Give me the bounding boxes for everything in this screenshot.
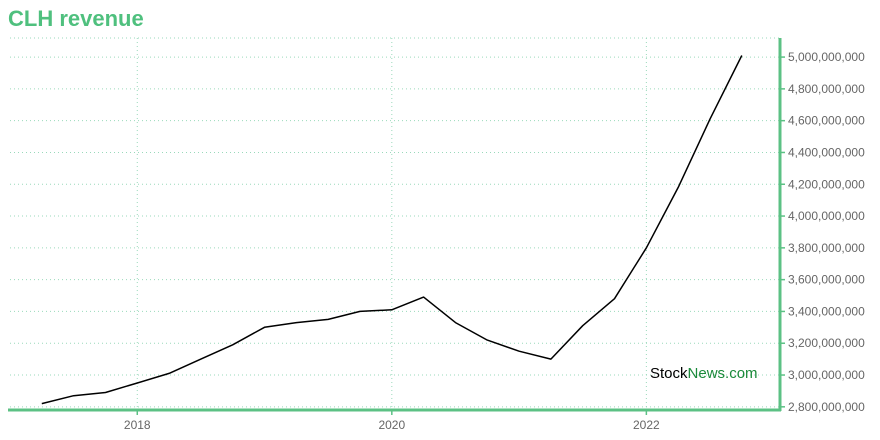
y-tick-label: 5,000,000,000	[788, 50, 865, 64]
y-tick-label: 3,800,000,000	[788, 241, 865, 255]
y-axis-ticks: 2,800,000,000 3,000,000,000 3,200,000,000 3…	[780, 50, 865, 414]
x-tick-label: 2020	[378, 418, 405, 432]
y-tick-label: 4,600,000,000	[788, 114, 865, 128]
x-axis-ticks: 2018 2020 2022	[124, 410, 660, 432]
series-layer	[41, 55, 743, 405]
x-tick-label: 2022	[633, 418, 660, 432]
x-tick-label: 2018	[124, 418, 151, 432]
y-tick-label: 2,800,000,000	[788, 400, 865, 414]
grid-lines	[10, 37, 780, 410]
watermark-part-1: Stock	[650, 365, 688, 382]
revenue-series-line	[41, 55, 743, 405]
y-tick-label: 4,800,000,000	[788, 82, 865, 96]
stocknews-watermark[interactable]: StockNews.com	[650, 365, 758, 382]
watermark-part-2: News.com	[687, 365, 758, 382]
y-tick-label: 4,400,000,000	[788, 145, 865, 159]
y-tick-label: 3,200,000,000	[788, 336, 865, 350]
axes	[8, 38, 782, 412]
y-tick-label: 4,000,000,000	[788, 209, 865, 223]
chart-title: CLH revenue	[8, 6, 144, 31]
y-tick-label: 3,000,000,000	[788, 368, 865, 382]
y-tick-label: 3,600,000,000	[788, 273, 865, 287]
y-tick-label: 4,200,000,000	[788, 177, 865, 191]
y-tick-label: 3,400,000,000	[788, 304, 865, 318]
